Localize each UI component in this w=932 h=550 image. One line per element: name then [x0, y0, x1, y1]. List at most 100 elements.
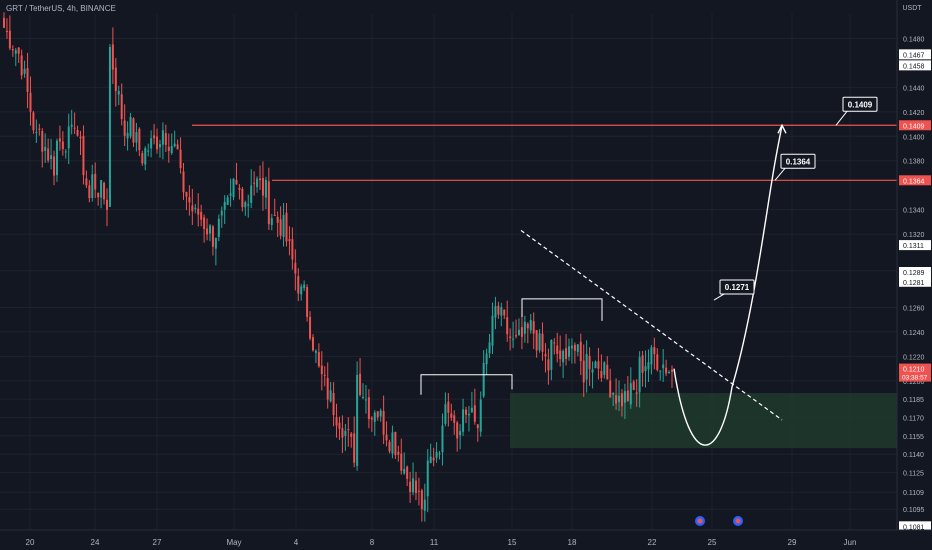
candle-body: [582, 360, 585, 383]
price-label-bg: [899, 175, 931, 186]
candle-body: [414, 480, 417, 493]
candle-body: [309, 316, 312, 339]
candle-body: [11, 49, 14, 51]
candle-body: [320, 365, 323, 375]
price-label-text: 0.1458: [903, 63, 925, 70]
price-tick-label: 0.1170: [903, 416, 924, 423]
candle-body: [303, 284, 306, 289]
price-tick-label: 0.1320: [903, 232, 925, 239]
candle-body: [241, 189, 244, 208]
candle-body: [214, 237, 217, 249]
price-label-text: 0.1281: [903, 280, 925, 287]
candle-body: [538, 333, 541, 351]
candle-body: [264, 179, 267, 198]
candle-body: [503, 309, 506, 316]
annotation-callout: 0.1364: [774, 153, 816, 181]
price-tick-label: 0.1480: [903, 36, 925, 43]
candle-body: [523, 321, 526, 334]
candle-body: [635, 392, 638, 394]
candle-body: [585, 354, 588, 380]
price-label-text: 0.1467: [903, 52, 925, 59]
annotation-callout: 0.1271: [713, 279, 755, 301]
candle-body: [211, 226, 214, 247]
time-tick-label: 11: [430, 538, 439, 547]
candle-body: [512, 338, 515, 340]
callout-label: 0.1409: [848, 100, 873, 109]
candle-body: [647, 362, 650, 370]
price-axis: USDT 0.1480 0.1440 0.1420 0.1400 0.1380 0.1340…: [896, 0, 932, 550]
candle-body: [135, 132, 138, 143]
candle-body: [597, 361, 600, 369]
candle-body: [108, 46, 111, 207]
candle-body: [332, 393, 335, 416]
candle-body: [626, 390, 629, 402]
candle-body: [473, 405, 476, 422]
candle-body: [120, 94, 123, 120]
candle-body: [282, 214, 285, 237]
candle-body: [8, 30, 11, 49]
price-tick-label: 0.1260: [903, 305, 925, 312]
candle-body: [259, 178, 262, 181]
price-tick-label: 0.1220: [903, 354, 925, 361]
time-axis: 20 24 27 May 4 8 11 15 18 22 25 29 Jun: [0, 529, 932, 550]
candle-body: [653, 347, 656, 355]
candle-body: [570, 345, 573, 349]
time-tick-label: 18: [568, 538, 577, 547]
price-label-bg: [899, 363, 931, 382]
candle-body: [300, 286, 303, 295]
time-tick-label: 27: [153, 538, 162, 547]
candle-body: [88, 185, 91, 199]
candle-body: [412, 478, 415, 493]
annotation-callout: 0.1409: [835, 96, 878, 126]
candle-body: [500, 307, 503, 316]
candle-body: [379, 410, 382, 417]
candle-body: [64, 151, 67, 153]
candle-body: [435, 451, 438, 458]
candle-body: [515, 335, 518, 337]
price-label-bg: [899, 267, 931, 277]
candle-body: [250, 185, 253, 203]
candle-body: [182, 171, 185, 193]
callout-label: 0.1271: [725, 283, 750, 292]
price-label-tag: 0.1364: [899, 175, 931, 186]
event-icon: [733, 516, 743, 526]
candle-body: [385, 434, 388, 441]
candle-body: [220, 210, 223, 216]
candle-body: [526, 323, 529, 329]
price-tick-label: 0.1380: [903, 159, 925, 166]
candle-body: [176, 144, 179, 150]
candle-body: [615, 395, 618, 404]
candle-body: [338, 422, 341, 429]
candle-body: [91, 174, 94, 198]
candle-body: [253, 182, 256, 184]
candle-body: [335, 417, 338, 426]
price-axis-unit: USDT: [902, 5, 922, 12]
descending-trendline: [520, 229, 783, 421]
candle-body: [194, 207, 197, 209]
price-label-tag: 0.1409: [899, 120, 931, 131]
price-label-text: 0.1364: [903, 178, 925, 185]
price-label-text: 0.1289: [903, 270, 925, 277]
callout-box: [780, 153, 816, 169]
price-label-bg: [899, 49, 931, 60]
time-tick-label: May: [226, 538, 241, 547]
candle-body: [603, 362, 606, 375]
price-label-tag: 0.1458: [899, 60, 931, 71]
range-marker-left: [420, 374, 513, 395]
candle-body: [123, 120, 126, 136]
candle-body: [447, 401, 450, 413]
candle-body: [529, 319, 532, 331]
candle-body: [476, 424, 479, 429]
event-icon-dot: [735, 518, 741, 524]
price-tick-label: 0.1140: [903, 452, 924, 459]
callout-leader: [835, 110, 848, 126]
candle-body: [612, 392, 615, 395]
candle-body: [491, 315, 494, 346]
candle-body: [326, 377, 329, 400]
candle-body: [420, 490, 423, 510]
projected-path: [673, 125, 783, 446]
candle-body: [132, 118, 135, 143]
